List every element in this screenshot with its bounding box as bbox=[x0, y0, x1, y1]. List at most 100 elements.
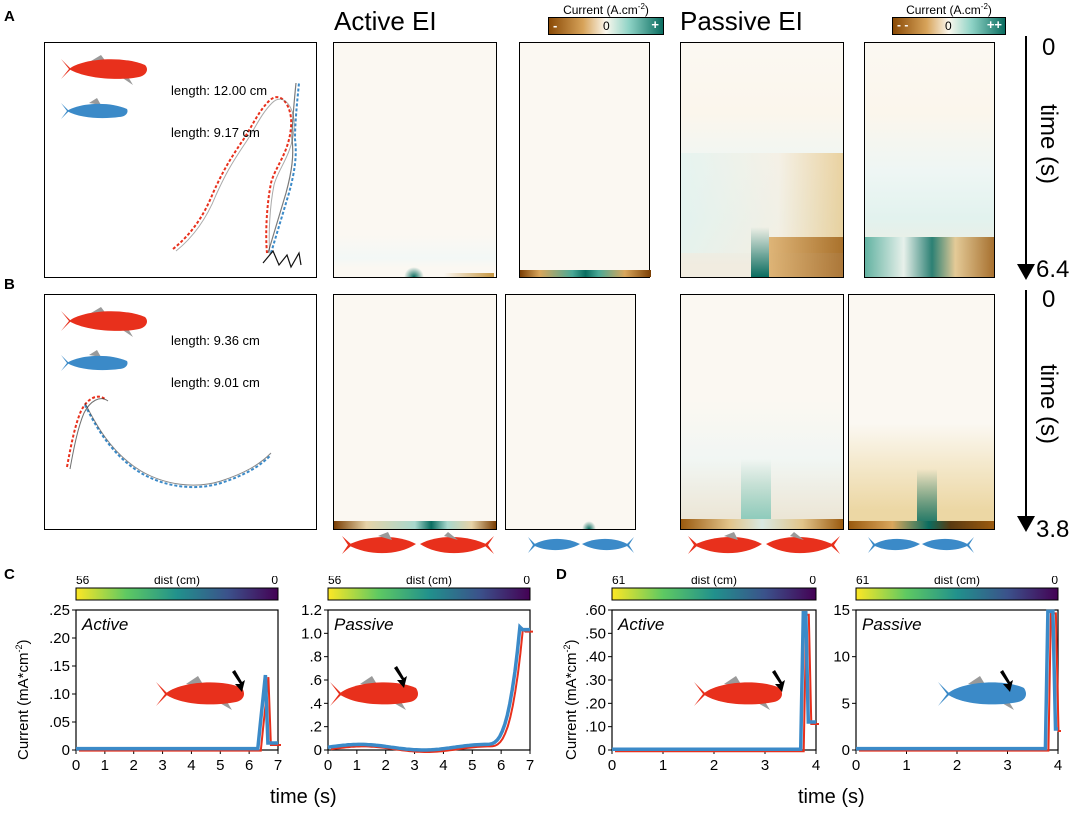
xlabel-panel-d: time (s) bbox=[798, 786, 865, 808]
down-arrow-icon bbox=[1017, 264, 1035, 280]
colorbar-left-label: 56 bbox=[328, 576, 342, 587]
x-tick-label: 1 bbox=[101, 757, 109, 774]
trajectory-panel-b: length: 9.36 cm length: 9.01 cm bbox=[44, 294, 317, 530]
colorbar-title: Current (A.cm-2) bbox=[563, 2, 649, 17]
panel-letter-d: D bbox=[556, 566, 567, 583]
x-tick-label: 6 bbox=[497, 757, 505, 774]
plot-mode-label: Passive bbox=[862, 615, 922, 634]
colorbar-title: Current (A.cm-2) bbox=[906, 2, 992, 17]
x-tick-label: 3 bbox=[1003, 757, 1011, 774]
line-plot-3: 61 dist (cm) 0.60.50.40.30.20.10 0 0 1 2 3 4 Acti… bbox=[562, 573, 836, 787]
trajectory-plot-b bbox=[61, 307, 272, 489]
colorbar-neg-label: - - bbox=[897, 18, 909, 32]
colorbar-right-label: 0 bbox=[271, 576, 278, 587]
fish2-length-a: length: 9.17 cm bbox=[171, 125, 260, 140]
current-series-red bbox=[79, 676, 281, 752]
fish1-length-b: length: 9.36 cm bbox=[171, 333, 260, 348]
y-tick-label: .6 bbox=[309, 672, 322, 689]
x-tick-label: 0 bbox=[324, 757, 332, 774]
heatmap-active-red-b bbox=[333, 294, 497, 530]
y-tick-label: .60 bbox=[585, 602, 606, 619]
time-start-a: 0 bbox=[1042, 34, 1056, 61]
x-tick-label: 3 bbox=[158, 757, 166, 774]
y-tick-label: 1.0 bbox=[301, 625, 322, 642]
plot-mode-label: Active bbox=[81, 615, 128, 634]
distance-colorbar bbox=[611, 587, 817, 601]
time-label-b: time (s) bbox=[1035, 364, 1062, 444]
plot-frame bbox=[327, 609, 531, 751]
distance-colorbar bbox=[855, 587, 1059, 601]
colorbar-mid-label: dist (cm) bbox=[406, 576, 452, 587]
line-plot-svg: 56 dist (cm) 01.21.0.8.6.4.200 1 2 3 4 5 6 7Passi… bbox=[301, 573, 534, 774]
xlabel-panel-c: time (s) bbox=[270, 786, 337, 808]
x-tick-label: 2 bbox=[710, 757, 718, 774]
y-tick-label: 1.2 bbox=[301, 602, 322, 619]
red-fish-icon bbox=[156, 676, 244, 710]
x-tick-label: 3 bbox=[761, 757, 769, 774]
x-tick-label: 7 bbox=[526, 757, 534, 774]
colorbar-zero-label: 0 bbox=[603, 19, 610, 33]
x-tick-label: 2 bbox=[953, 757, 961, 774]
heatmap-passive-red-b bbox=[680, 294, 844, 530]
plot-mode-label: Active bbox=[617, 615, 664, 634]
trajectory-panel-a: length: 12.00 cm length: 9.17 cm bbox=[44, 42, 317, 278]
current-series-red bbox=[615, 613, 819, 753]
time-axis-line-a bbox=[1025, 36, 1027, 272]
distance-colorbar bbox=[75, 587, 279, 601]
y-tick-label: .10 bbox=[585, 719, 606, 736]
red-fish-pair-icon-passive bbox=[688, 532, 840, 554]
time-axis-line-b bbox=[1025, 290, 1027, 522]
y-tick-label: .15 bbox=[49, 658, 70, 675]
red-fish-icon bbox=[694, 676, 782, 710]
x-tick-label: 4 bbox=[187, 757, 195, 774]
y-tick-label: .10 bbox=[49, 686, 70, 703]
colorbar-neg-label: - bbox=[553, 18, 558, 33]
red-fish-icon bbox=[61, 55, 147, 85]
time-end-b: 3.8 bbox=[1036, 516, 1070, 543]
plot-frame bbox=[855, 609, 1059, 751]
y-tick-label: .25 bbox=[49, 602, 70, 619]
plot-frame bbox=[611, 609, 817, 751]
colorbar-mid-label: dist (cm) bbox=[691, 576, 737, 587]
blue-fish-pair-icon bbox=[528, 537, 634, 553]
x-tick-label: 0 bbox=[608, 757, 616, 774]
trajectory-plot-a bbox=[61, 55, 302, 269]
current-series-red bbox=[330, 626, 533, 753]
y-tick-label: .8 bbox=[309, 649, 322, 666]
y-tick-label: .20 bbox=[49, 630, 70, 647]
x-tick-label: 3 bbox=[410, 757, 418, 774]
y-tick-label: .4 bbox=[309, 695, 322, 712]
current-series-blue bbox=[612, 611, 816, 752]
colorbar-zero-label: 0 bbox=[945, 19, 952, 33]
passive-ei-title: Passive EI bbox=[680, 6, 803, 36]
current-colorbar-passive: Current (A.cm-2) - - 0 ++ bbox=[892, 2, 1006, 35]
current-series-blue bbox=[856, 609, 1058, 751]
x-tick-label: 5 bbox=[216, 757, 224, 774]
heatmap-passive-blue-b bbox=[848, 294, 995, 530]
time-start-b: 0 bbox=[1042, 286, 1056, 313]
red-fish-icon bbox=[330, 676, 418, 710]
plot-mode-label: Passive bbox=[334, 615, 394, 634]
panel-letter-c: C bbox=[4, 566, 15, 583]
heatmap-active-blue-b bbox=[505, 294, 636, 530]
arrow-icon bbox=[772, 670, 785, 692]
arrow-icon bbox=[1000, 670, 1013, 692]
x-tick-label: 4 bbox=[812, 757, 820, 774]
y-tick-label: 0 bbox=[598, 742, 606, 759]
y-tick-label: 10 bbox=[833, 649, 850, 666]
time-label-a: time (s) bbox=[1035, 104, 1062, 184]
blue-fish-icon bbox=[61, 98, 128, 119]
blue-fish-icon bbox=[938, 676, 1026, 710]
down-arrow-icon bbox=[1017, 516, 1035, 532]
heatmap-active-red-a bbox=[333, 42, 497, 278]
x-tick-label: 1 bbox=[659, 757, 667, 774]
line-plot-4: 61 dist (cm) 0 15 10 5 0 0 1 2 3 4 Passive bbox=[806, 573, 1078, 787]
y-tick-label: 0 bbox=[842, 742, 850, 759]
plot-frame bbox=[75, 609, 279, 751]
y-tick-label: .20 bbox=[585, 695, 606, 712]
x-tick-label: 1 bbox=[902, 757, 910, 774]
x-tick-label: 7 bbox=[274, 757, 282, 774]
y-tick-label: 0 bbox=[62, 742, 70, 759]
fish2-length-b: length: 9.01 cm bbox=[171, 375, 260, 390]
